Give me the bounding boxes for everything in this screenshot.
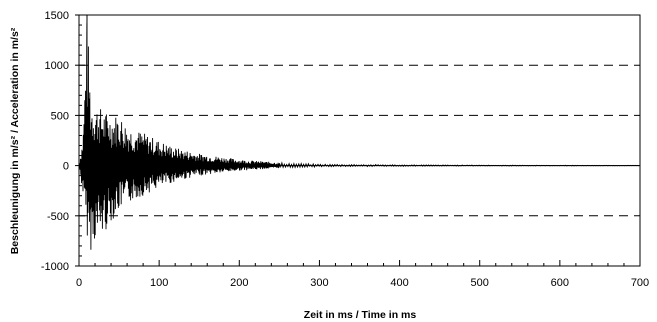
x-tick-label: 500 [471,277,489,289]
plot-frame [78,14,641,267]
x-tick-label: 100 [150,277,168,289]
y-tick-label: 1000 [45,60,69,72]
x-axis-title: Zeit in ms / Time in ms [304,309,417,321]
x-tick-label: 600 [551,277,569,289]
y-tick-label: -500 [47,211,69,223]
y-tick-label: 500 [51,110,69,122]
peak-spike [85,14,88,166]
grid-lines [79,64,640,217]
x-tick-label: 700 [631,277,649,289]
y-tick-label: 1500 [45,10,69,22]
acceleration-line [78,23,640,250]
y-tick-label: -1000 [41,261,69,273]
x-tick-label: 300 [310,277,328,289]
y-axis-ticks: 1500 1000 500 0 -500 -1000 [41,10,85,273]
x-tick-label: 0 [76,277,82,289]
plot-border [78,14,641,267]
y-tick-label: 0 [63,161,69,173]
x-axis-ticks: 0 100 200 300 400 500 600 700 [76,260,649,289]
acceleration-series [78,14,640,250]
x-tick-label: 200 [230,277,248,289]
x-tick-label: 400 [390,277,408,289]
y-axis-title: Beschleunigung in m/s² / Acceleration in… [9,27,21,254]
